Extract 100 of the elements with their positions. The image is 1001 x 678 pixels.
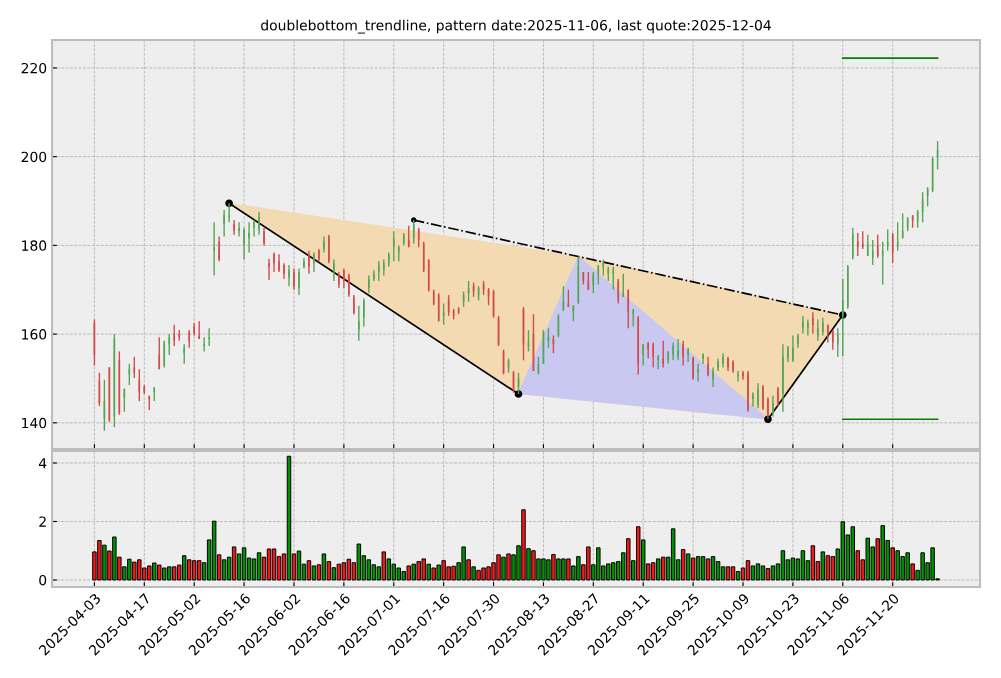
candlestick [288, 264, 290, 287]
candlestick [782, 343, 784, 413]
candlestick [752, 391, 754, 408]
candlestick [856, 232, 859, 257]
candlestick [742, 370, 744, 381]
candlestick [382, 258, 385, 277]
candlestick [792, 334, 794, 363]
candlestick [876, 234, 879, 259]
y-tick-label: 200 [21, 151, 47, 163]
candlestick [178, 329, 181, 342]
candlestick [203, 336, 205, 353]
bar [286, 455, 292, 581]
candlestick [617, 278, 620, 305]
candlestick [667, 350, 669, 365]
bar [745, 560, 751, 581]
candlestick [822, 316, 824, 337]
bar [695, 556, 701, 581]
candlestick [747, 370, 749, 413]
bar [256, 552, 262, 581]
candlestick [687, 347, 689, 363]
candlestick [871, 239, 874, 266]
candlestick [218, 235, 220, 263]
candlestick [677, 338, 679, 361]
candlestick [183, 343, 186, 365]
bar [705, 558, 711, 581]
candlestick [732, 359, 734, 374]
candlestick [198, 320, 200, 340]
bar [700, 556, 706, 581]
candlestick [772, 395, 774, 418]
candlestick [318, 248, 320, 263]
candlestick [851, 226, 854, 261]
bar [760, 565, 766, 581]
candlestick [682, 340, 684, 367]
candlestick [881, 241, 884, 286]
candlestick [298, 267, 300, 296]
candlestick [253, 219, 255, 238]
candlestick [692, 356, 694, 381]
candlestick [373, 269, 375, 282]
bar [710, 556, 716, 581]
candlestick [293, 267, 295, 291]
candlestick [832, 329, 834, 351]
bar [231, 546, 237, 581]
candlestick [263, 226, 265, 247]
candlestick [727, 356, 729, 372]
candlestick [258, 210, 260, 236]
candlestick [722, 352, 724, 369]
candlestick [353, 294, 355, 316]
candlestick [712, 366, 714, 388]
bar [755, 563, 761, 581]
candlestick [657, 354, 659, 370]
candlestick [807, 318, 809, 337]
candlestick [308, 250, 310, 275]
candlestick [627, 289, 630, 330]
bar [296, 550, 302, 581]
candlestick [188, 329, 190, 349]
y-tick-label: 4 [38, 458, 47, 469]
candlestick [173, 324, 176, 347]
candlestick [387, 251, 390, 268]
candlestick [777, 386, 779, 408]
candlestick [662, 340, 664, 369]
candlestick [797, 332, 799, 349]
candlestick [622, 273, 625, 298]
y-tick-label: 140 [22, 417, 47, 429]
candlestick [268, 258, 270, 281]
candlestick [238, 221, 240, 238]
bar [321, 553, 327, 581]
candlestick [647, 341, 650, 360]
candlestick [612, 265, 615, 291]
candlestick [817, 318, 819, 342]
candlestick [363, 297, 365, 328]
candlestick [787, 345, 789, 363]
bar [765, 568, 771, 581]
candlestick [707, 356, 709, 377]
candlestick [697, 363, 699, 383]
candlestick [278, 253, 280, 273]
candlestick [228, 202, 230, 224]
candlestick [348, 273, 350, 298]
candlestick [328, 234, 330, 264]
candlestick [303, 257, 305, 270]
bar [266, 548, 272, 581]
candlestick [243, 226, 245, 261]
candlestick [248, 221, 250, 254]
y-tick-label: 160 [22, 329, 47, 340]
y-tick-label: 0 [39, 574, 47, 586]
candlestick [158, 336, 161, 370]
candlestick [802, 315, 804, 335]
candlestick [163, 340, 166, 369]
candlestick [223, 209, 225, 238]
candlestick [767, 396, 769, 420]
candlestick [652, 341, 654, 369]
bar [730, 566, 736, 581]
candlestick [846, 264, 849, 310]
candlestick [642, 343, 645, 367]
candlestick [417, 226, 420, 248]
candlestick [338, 271, 340, 289]
y-tick-label: 220 [21, 62, 47, 74]
bar [780, 550, 786, 581]
candlestick [757, 382, 759, 409]
candlestick [368, 274, 370, 294]
bar [725, 566, 731, 581]
